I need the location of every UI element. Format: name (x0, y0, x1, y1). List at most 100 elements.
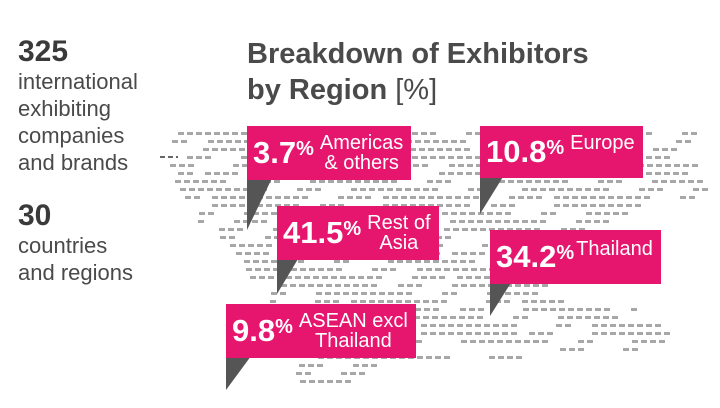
map-dash (538, 332, 544, 335)
map-dash (664, 172, 670, 175)
map-dash (336, 380, 342, 383)
map-dash (334, 260, 340, 263)
map-dash (586, 212, 592, 215)
map-dash (239, 204, 245, 207)
map-dash (570, 228, 576, 231)
map-dash (516, 356, 522, 359)
map-dash (464, 148, 470, 151)
map-dash (253, 260, 259, 263)
map-dash (451, 292, 457, 295)
map-dash (637, 332, 643, 335)
map-dash (446, 204, 452, 207)
map-dash (423, 188, 429, 191)
map-dash (444, 356, 450, 359)
map-dash (185, 196, 191, 199)
map-dash (656, 164, 662, 167)
map-dash (392, 196, 398, 199)
map-dash (415, 260, 421, 263)
map-dash (436, 180, 442, 183)
map-dash (274, 180, 280, 183)
map-dash (179, 164, 185, 167)
map-dash (261, 220, 267, 223)
map-dash (532, 292, 538, 295)
map-dash (556, 324, 562, 327)
map-dash (550, 212, 556, 215)
map-dash (569, 348, 575, 351)
map-dash (417, 268, 423, 271)
map-dash (181, 140, 187, 143)
map-dash (437, 204, 443, 207)
map-dash (576, 316, 582, 319)
map-dash (498, 356, 504, 359)
map-dash (522, 300, 528, 303)
map-dash (396, 188, 402, 191)
map-dash (468, 188, 474, 191)
map-dash (271, 260, 277, 263)
map-dash (410, 204, 416, 207)
map-dash (549, 188, 555, 191)
map-dash (484, 332, 490, 335)
map-dash (595, 308, 601, 311)
map-dash (561, 228, 567, 231)
map-dash (445, 180, 451, 183)
map-dash (286, 276, 292, 279)
map-dash (370, 292, 376, 295)
map-dash (540, 300, 546, 303)
map-dash (361, 292, 367, 295)
map-dash (273, 228, 279, 231)
map-dash (619, 324, 625, 327)
map-dash (421, 132, 427, 135)
map-dash (632, 348, 638, 351)
map-dash (594, 220, 600, 223)
map-dash (419, 196, 425, 199)
map-dash (214, 172, 220, 175)
map-dash (697, 180, 703, 183)
map-dash (322, 276, 328, 279)
map-dash (451, 212, 457, 215)
map-dash (338, 204, 344, 207)
map-dash (445, 236, 451, 239)
map-dash (585, 220, 591, 223)
map-dash (446, 148, 452, 151)
map-dash (536, 196, 542, 199)
map-dash (499, 180, 505, 183)
map-dash (426, 356, 432, 359)
map-dash (196, 132, 202, 135)
map-dash (281, 284, 287, 287)
map-dash (475, 172, 481, 175)
map-dash (533, 284, 539, 287)
map-dash (452, 284, 458, 287)
map-dash (457, 332, 463, 335)
map-dash (535, 180, 541, 183)
map-dash (451, 260, 457, 263)
map-dash (581, 204, 587, 207)
map-dash (421, 324, 427, 327)
map-dash (466, 156, 472, 159)
map-dash (265, 236, 271, 239)
map-dash (212, 196, 218, 199)
map-dash (333, 300, 339, 303)
map-dash (576, 220, 582, 223)
map-dash (426, 268, 432, 271)
map-dash (444, 228, 450, 231)
map-dash (241, 156, 247, 159)
map-dash (628, 324, 634, 327)
map-dash (488, 340, 494, 343)
callout-value: 34.2% (496, 239, 575, 274)
map-dash (309, 268, 315, 271)
chart-title-line: by Region (247, 74, 388, 106)
map-dash (577, 308, 583, 311)
map-dash (212, 148, 218, 151)
map-dash (439, 172, 445, 175)
map-dash (457, 276, 463, 279)
map-dash (586, 308, 592, 311)
map-dash (241, 132, 247, 135)
map-dash (478, 308, 484, 311)
map-dash (450, 316, 456, 319)
map-dash (225, 188, 231, 191)
callout-pointer-rest-of-asia (277, 254, 301, 294)
map-dash (576, 188, 582, 191)
map-dash (469, 308, 475, 311)
map-dash (523, 292, 529, 295)
map-dash (562, 180, 568, 183)
